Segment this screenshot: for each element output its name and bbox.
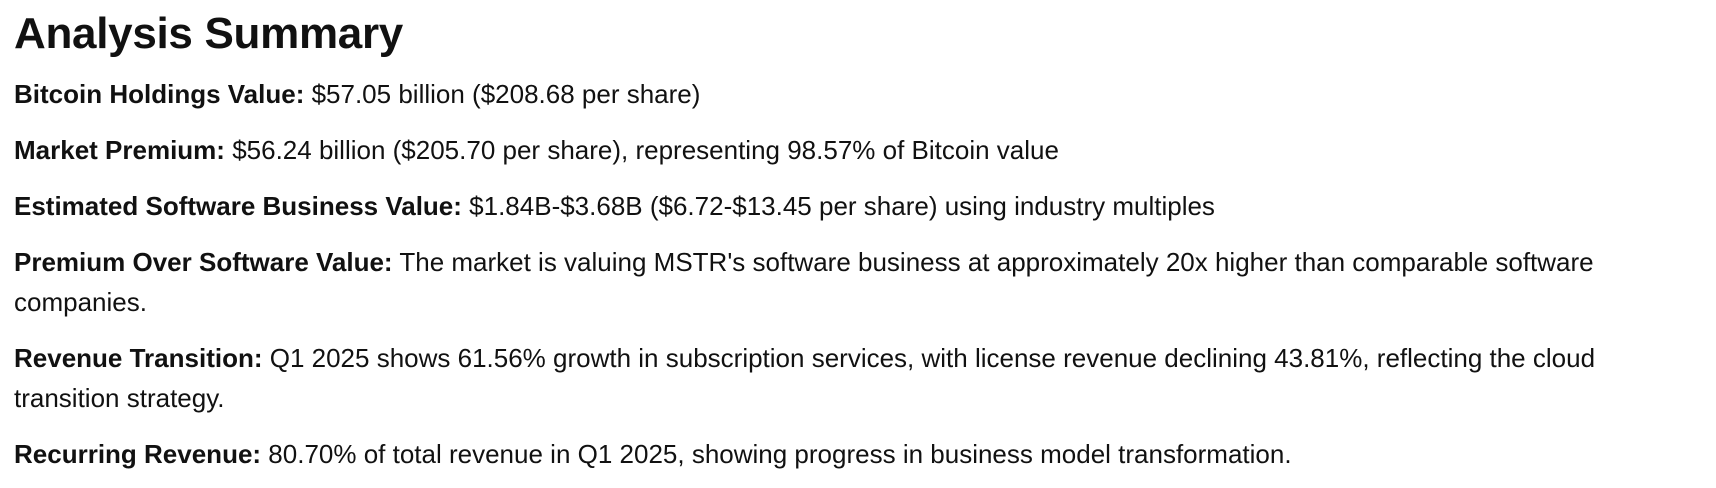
summary-item-text: $1.84B-$3.68B ($6.72-$13.45 per share) u… [461, 191, 1215, 221]
summary-item-text: $57.05 billion ($208.68 per share) [304, 79, 701, 109]
summary-item-revenue-transition: Revenue Transition: Q1 2025 shows 61.56%… [14, 338, 1702, 418]
summary-item-market-premium: Market Premium: $56.24 billion ($205.70 … [14, 130, 1702, 170]
summary-item-text: 80.70% of total revenue in Q1 2025, show… [261, 439, 1292, 469]
summary-item-label: Estimated Software Business Value: [14, 191, 462, 221]
summary-item-premium-over-software-value: Premium Over Software Value: The market … [14, 242, 1702, 322]
summary-list: Bitcoin Holdings Value: $57.05 billion (… [14, 74, 1702, 474]
summary-item-estimated-software-business-value: Estimated Software Business Value: $1.84… [14, 186, 1702, 226]
summary-item-label: Revenue Transition: [14, 343, 263, 373]
summary-item-text: Q1 2025 shows 61.56% growth in subscript… [14, 343, 1596, 413]
summary-item-label: Premium Over Software Value: [14, 247, 393, 277]
summary-item-label: Recurring Revenue: [14, 439, 262, 469]
summary-item-text: The market is valuing MSTR's software bu… [14, 247, 1594, 317]
summary-item-bitcoin-holdings-value: Bitcoin Holdings Value: $57.05 billion (… [14, 74, 1702, 114]
summary-item-label: Bitcoin Holdings Value: [14, 79, 305, 109]
summary-item-recurring-revenue: Recurring Revenue: 80.70% of total reven… [14, 434, 1702, 474]
summary-item-label: Market Premium: [14, 135, 225, 165]
summary-item-text: $56.24 billion ($205.70 per share), repr… [224, 135, 1059, 165]
page-title: Analysis Summary [14, 9, 403, 58]
